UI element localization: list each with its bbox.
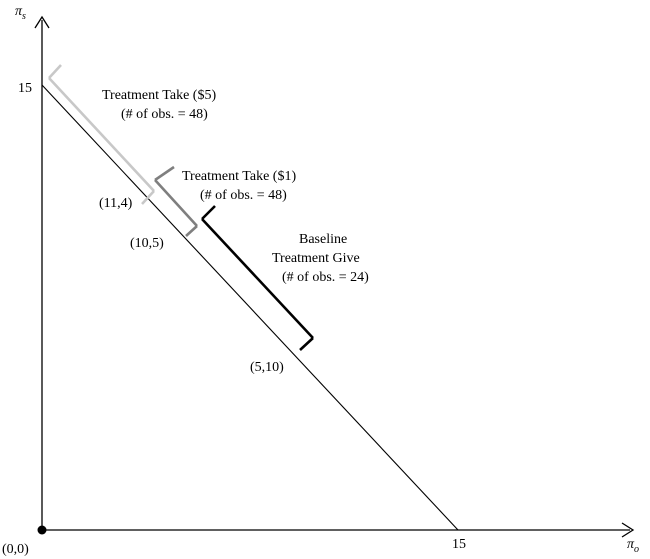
x-axis-arrowhead xyxy=(621,522,635,538)
take1-obs: (# of obs. = 48) xyxy=(200,188,287,203)
budget-line xyxy=(41,84,459,531)
point-label-5-10: (5,10) xyxy=(250,360,284,375)
x-tick-label: 15 xyxy=(452,537,466,552)
take1-bracket xyxy=(154,165,198,237)
give-bracket xyxy=(201,205,314,351)
give-title-line2: Treatment Give xyxy=(272,251,360,266)
origin-label: (0,0) xyxy=(2,542,29,557)
y-tick-label: 15 xyxy=(18,81,32,96)
take5-obs: (# of obs. = 48) xyxy=(121,107,208,122)
give-obs: (# of obs. = 24) xyxy=(282,270,369,285)
x-axis-label: πo xyxy=(627,537,639,555)
y-axis-label: πs xyxy=(15,4,26,22)
point-label-10-5: (10,5) xyxy=(130,236,164,251)
point-label-11-4: (11,4) xyxy=(99,196,133,211)
take5-bracket xyxy=(48,64,155,205)
take1-title: Treatment Take ($1) xyxy=(182,169,296,184)
give-title-line1: Baseline xyxy=(299,232,347,247)
origin-dot xyxy=(37,525,47,535)
y-axis-arrowhead xyxy=(34,15,50,29)
take5-title: Treatment Take ($5) xyxy=(102,88,216,103)
